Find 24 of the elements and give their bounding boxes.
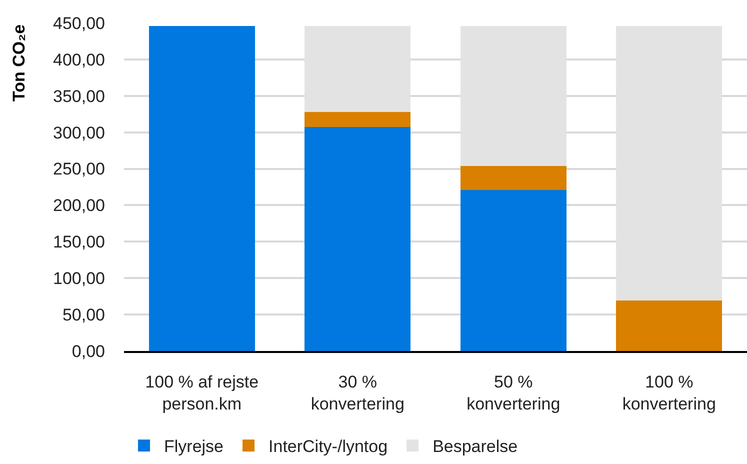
y-axis-title: Ton CO₂e	[10, 24, 28, 102]
legend-label: Flyrejse	[164, 437, 224, 456]
y-tick-label: 50,00	[62, 306, 105, 325]
bar	[616, 300, 722, 351]
y-tick-label: 450,00	[53, 14, 105, 33]
y-tick-label: 400,00	[53, 50, 105, 70]
y-tick-label: 200,00	[53, 196, 105, 216]
x-tick-label: 50 % konvertering	[466, 372, 560, 414]
legend-label: Besparelse	[432, 437, 518, 456]
y-tick-label: 250,00	[53, 160, 105, 179]
y-tick-label: 300,00	[53, 123, 105, 142]
bar	[304, 127, 411, 351]
x-tick-label: 100 % af rejste person.km	[145, 372, 259, 414]
y-tick-label: 350,00	[53, 86, 105, 106]
y-tick-label: 150,00	[53, 232, 105, 252]
x-tick-label: 100 % konvertering	[622, 372, 716, 414]
bar	[460, 166, 566, 190]
y-tick-label: 100,00	[53, 269, 105, 288]
x-tick-label: 30 % konvertering	[310, 372, 404, 414]
bar	[460, 190, 566, 351]
bar	[148, 26, 255, 351]
y-tick-label: 0,00	[72, 342, 105, 361]
bar	[304, 112, 411, 128]
legend-label: InterCity-/lyntog	[268, 437, 388, 456]
